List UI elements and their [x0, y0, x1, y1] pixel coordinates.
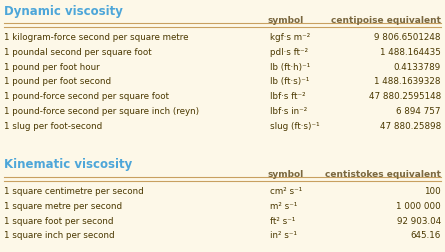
- Text: 1 kilogram-force second per square metre: 1 kilogram-force second per square metre: [4, 33, 189, 42]
- Text: 1 square inch per second: 1 square inch per second: [4, 231, 115, 240]
- Text: 1 pound-force second per square foot: 1 pound-force second per square foot: [4, 92, 169, 101]
- Text: 1 pound per foot second: 1 pound per foot second: [4, 77, 111, 86]
- Text: lb (ft·s)⁻¹: lb (ft·s)⁻¹: [270, 77, 309, 86]
- Text: symbol: symbol: [268, 16, 304, 25]
- Text: 1 488.1639328: 1 488.1639328: [375, 77, 441, 86]
- Text: symbol: symbol: [268, 170, 304, 179]
- Text: 100: 100: [424, 187, 441, 196]
- Text: cm² s⁻¹: cm² s⁻¹: [270, 187, 302, 196]
- Text: ft² s⁻¹: ft² s⁻¹: [270, 217, 295, 226]
- Text: kgf·s m⁻²: kgf·s m⁻²: [270, 33, 310, 42]
- Text: lbf·s in⁻²: lbf·s in⁻²: [270, 107, 307, 116]
- Text: 92 903.04: 92 903.04: [397, 217, 441, 226]
- Text: 47 880.25898: 47 880.25898: [380, 122, 441, 131]
- Text: 1 488.164435: 1 488.164435: [380, 48, 441, 57]
- Text: 645.16: 645.16: [411, 231, 441, 240]
- Text: centistokes equivalent: centistokes equivalent: [325, 170, 441, 179]
- Text: lbf·s ft⁻²: lbf·s ft⁻²: [270, 92, 306, 101]
- Text: 6 894 757: 6 894 757: [396, 107, 441, 116]
- Text: in² s⁻¹: in² s⁻¹: [270, 231, 297, 240]
- Text: centipoise equivalent: centipoise equivalent: [331, 16, 441, 25]
- Text: slug (ft·s)⁻¹: slug (ft·s)⁻¹: [270, 122, 320, 131]
- Text: 0.4133789: 0.4133789: [394, 62, 441, 72]
- Text: 1 slug per foot-second: 1 slug per foot-second: [4, 122, 102, 131]
- Text: 1 pound-force second per square inch (reyn): 1 pound-force second per square inch (re…: [4, 107, 199, 116]
- Text: 1 pound per foot hour: 1 pound per foot hour: [4, 62, 100, 72]
- Text: lb (ft·h)⁻¹: lb (ft·h)⁻¹: [270, 62, 310, 72]
- Text: m² s⁻¹: m² s⁻¹: [270, 202, 297, 211]
- Text: 9 806.6501248: 9 806.6501248: [375, 33, 441, 42]
- Text: 47 880.2595148: 47 880.2595148: [369, 92, 441, 101]
- Text: 1 poundal second per square foot: 1 poundal second per square foot: [4, 48, 152, 57]
- Text: 1 square centimetre per second: 1 square centimetre per second: [4, 187, 144, 196]
- Text: 1 square metre per second: 1 square metre per second: [4, 202, 122, 211]
- Text: pdl·s ft⁻²: pdl·s ft⁻²: [270, 48, 308, 57]
- Text: Kinematic viscosity: Kinematic viscosity: [4, 158, 132, 171]
- Text: Dynamic viscosity: Dynamic viscosity: [4, 5, 123, 18]
- Text: 1 000 000: 1 000 000: [396, 202, 441, 211]
- Text: 1 square foot per second: 1 square foot per second: [4, 217, 113, 226]
